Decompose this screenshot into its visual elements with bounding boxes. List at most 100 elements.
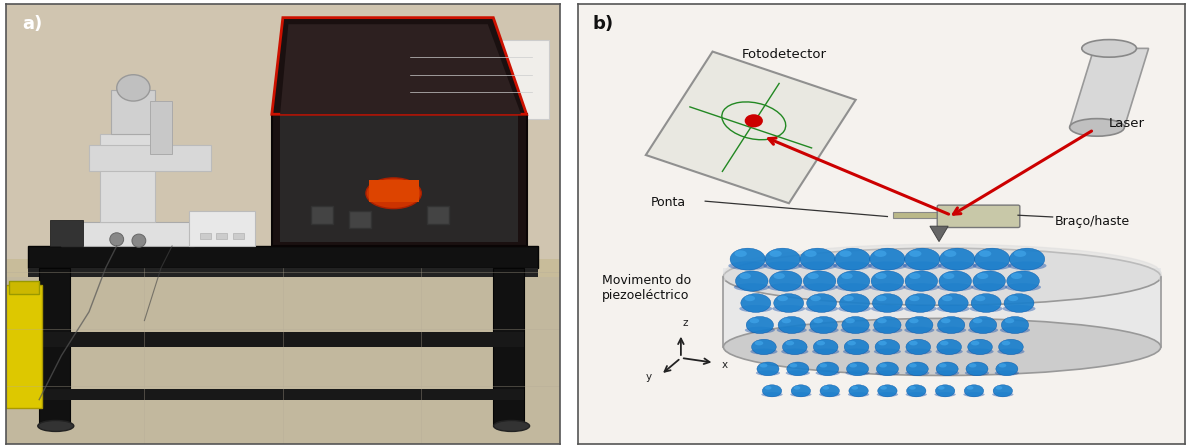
Ellipse shape [1000, 327, 1030, 333]
Ellipse shape [782, 339, 807, 355]
Bar [8, 281, 39, 294]
Ellipse shape [935, 370, 959, 376]
Ellipse shape [909, 341, 918, 345]
Ellipse shape [723, 319, 1161, 375]
Ellipse shape [992, 392, 1014, 397]
Ellipse shape [906, 362, 928, 376]
Polygon shape [646, 52, 855, 203]
Ellipse shape [846, 370, 869, 376]
Ellipse shape [877, 296, 886, 301]
Ellipse shape [847, 362, 868, 376]
Ellipse shape [909, 386, 916, 390]
Ellipse shape [871, 271, 904, 291]
Ellipse shape [730, 248, 766, 270]
Ellipse shape [937, 316, 965, 333]
Bar [393, 39, 549, 119]
Ellipse shape [744, 327, 775, 333]
Ellipse shape [878, 341, 887, 345]
Ellipse shape [752, 339, 777, 355]
Ellipse shape [872, 327, 903, 333]
Ellipse shape [803, 271, 836, 291]
Text: Ponta: Ponta [650, 195, 686, 209]
Ellipse shape [994, 370, 1019, 376]
Bar [39, 268, 69, 426]
Bar [50, 220, 83, 246]
Ellipse shape [757, 362, 779, 376]
Ellipse shape [786, 341, 794, 345]
Ellipse shape [805, 305, 838, 312]
Bar [61, 222, 194, 246]
Ellipse shape [868, 261, 906, 270]
Bar [6, 285, 42, 409]
Ellipse shape [940, 341, 948, 345]
Bar [89, 145, 211, 171]
Ellipse shape [905, 316, 933, 333]
Bar [311, 207, 332, 224]
Ellipse shape [903, 261, 942, 270]
Bar [6, 259, 560, 277]
Ellipse shape [998, 363, 1006, 367]
Ellipse shape [1005, 283, 1041, 291]
Ellipse shape [941, 318, 950, 323]
Ellipse shape [909, 318, 918, 323]
Ellipse shape [909, 296, 919, 301]
Ellipse shape [790, 392, 811, 397]
Text: Movimento do
piezoeléctrico: Movimento do piezoeléctrico [601, 274, 691, 302]
Ellipse shape [763, 261, 802, 270]
Ellipse shape [781, 318, 791, 323]
Ellipse shape [810, 316, 837, 333]
Text: z: z [682, 319, 688, 328]
Ellipse shape [844, 339, 869, 355]
Ellipse shape [935, 385, 955, 397]
Bar [100, 134, 156, 222]
Ellipse shape [769, 271, 802, 291]
Ellipse shape [906, 339, 930, 355]
Ellipse shape [810, 296, 821, 301]
Bar [217, 233, 227, 239]
Ellipse shape [977, 273, 989, 279]
Ellipse shape [875, 339, 899, 355]
Ellipse shape [765, 248, 800, 270]
Ellipse shape [38, 421, 74, 431]
Ellipse shape [937, 261, 977, 270]
Ellipse shape [849, 385, 868, 397]
Ellipse shape [935, 392, 955, 397]
Ellipse shape [1008, 261, 1047, 270]
Ellipse shape [750, 349, 778, 355]
Bar [188, 211, 255, 246]
Bar [6, 4, 560, 268]
Ellipse shape [834, 261, 872, 270]
Ellipse shape [740, 273, 752, 279]
Ellipse shape [769, 250, 781, 257]
Ellipse shape [843, 349, 871, 355]
Ellipse shape [971, 341, 979, 345]
Ellipse shape [852, 386, 858, 390]
Ellipse shape [937, 386, 944, 390]
Ellipse shape [735, 250, 747, 257]
Ellipse shape [877, 362, 898, 376]
Ellipse shape [993, 385, 1012, 397]
Ellipse shape [800, 248, 835, 270]
Ellipse shape [741, 294, 771, 312]
Circle shape [744, 114, 763, 127]
Text: b): b) [593, 15, 613, 34]
Ellipse shape [905, 349, 931, 355]
Ellipse shape [812, 349, 840, 355]
Ellipse shape [117, 75, 150, 101]
Ellipse shape [1003, 305, 1035, 312]
Ellipse shape [871, 305, 904, 312]
Ellipse shape [838, 305, 871, 312]
Ellipse shape [936, 349, 962, 355]
Ellipse shape [905, 271, 937, 291]
Ellipse shape [817, 362, 838, 376]
Ellipse shape [996, 362, 1018, 376]
Ellipse shape [1010, 248, 1045, 270]
Ellipse shape [939, 363, 947, 367]
Bar [6, 268, 560, 444]
Bar [893, 212, 942, 218]
Ellipse shape [756, 370, 780, 376]
Text: a): a) [23, 15, 43, 34]
Ellipse shape [1011, 273, 1022, 279]
Ellipse shape [802, 283, 837, 291]
Ellipse shape [971, 294, 1002, 312]
